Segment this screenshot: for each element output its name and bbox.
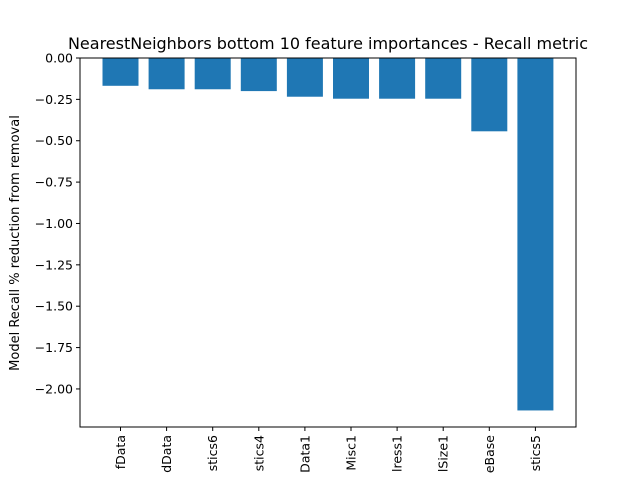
bars-group (102, 58, 554, 411)
chart-title: NearestNeighbors bottom 10 feature impor… (68, 34, 588, 53)
bar-eBase (471, 58, 508, 132)
bar-fData (102, 58, 139, 86)
bar-stics4 (240, 58, 277, 92)
x-axis-ticks: fData dData stics6 stics4 Data1 Misc1 lress1 lS… (113, 427, 543, 473)
bar-stics5 (517, 58, 554, 411)
bar-stics6 (194, 58, 231, 90)
bar-lress1 (379, 58, 416, 99)
y-axis-ticks: 0.00 −0.25 −0.50 −0.75 −1.00 −1.25 −1.50 −1.75 −… (35, 51, 80, 396)
y-tick-label: −1.00 (35, 216, 73, 231)
y-tick-label: −1.50 (35, 299, 73, 314)
y-axis-label: Model Recall % reduction from removal (8, 115, 23, 371)
x-tick-label: stics6 (205, 435, 220, 471)
x-tick-label: eBase (482, 435, 497, 473)
plot-frame (79, 57, 577, 428)
y-tick-label: −0.25 (35, 92, 73, 107)
y-tick-label: −1.25 (35, 257, 73, 272)
bar-Data1 (286, 58, 323, 97)
y-tick-label: −0.50 (35, 133, 73, 148)
y-tick-label: −2.00 (35, 381, 73, 396)
y-tick-label: 0.00 (45, 51, 73, 66)
x-tick-label: dData (159, 435, 174, 473)
x-tick-label: fData (113, 435, 128, 469)
x-tick-label: stics5 (528, 435, 543, 471)
bar-dData (148, 58, 185, 90)
y-tick-label: −1.75 (35, 340, 73, 355)
x-tick-label: lress1 (390, 435, 405, 472)
x-tick-label: Data1 (297, 435, 312, 473)
x-tick-label: Misc1 (344, 435, 359, 471)
x-tick-label: lSize1 (436, 435, 451, 472)
y-tick-label: −0.75 (35, 175, 73, 190)
x-tick-label: stics4 (251, 435, 266, 471)
bar-Misc1 (333, 58, 369, 99)
bar-lSize1 (425, 58, 462, 99)
